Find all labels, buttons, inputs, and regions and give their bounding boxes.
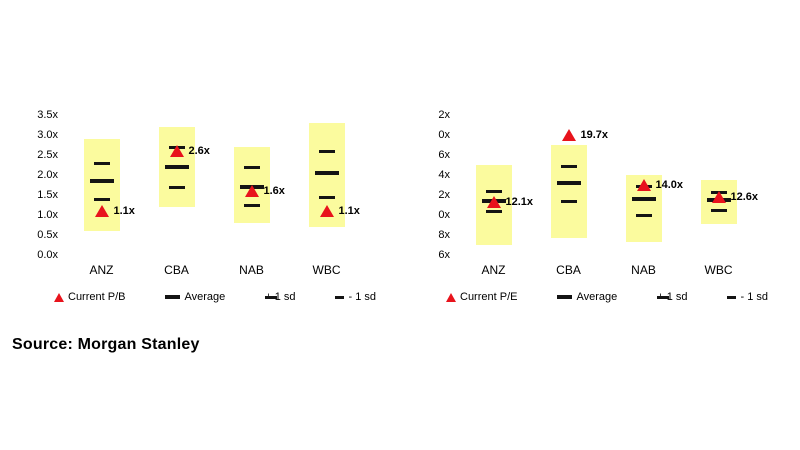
minus-1sd-dash: [243, 204, 260, 207]
legend-label: Current P/E: [460, 291, 518, 303]
average-dash: [89, 179, 114, 183]
current-marker-icon: [636, 179, 651, 191]
category-label: CBA: [556, 263, 581, 277]
category-label: ANZ: [89, 263, 114, 277]
legend-label: Average: [576, 291, 618, 303]
y-axis-tick-label: 6x: [438, 149, 450, 161]
pe-chart: 2x 0x 6x 4x 2x 0x 8x 6x 12.1x ANZ 19.7x CBA 14.0x NAB…: [416, 109, 800, 325]
y-axis-tick-label: 2x: [438, 109, 450, 121]
current-marker-icon: [561, 129, 576, 142]
pb-chart: 3.5x 3.0x 2.5x 2.0x 1.5x 1.0x 0.5x 0.0x 1.1x ANZ 2…: [24, 109, 409, 325]
short-dash-icon: [727, 295, 737, 299]
plus-1sd-dash: [485, 190, 502, 194]
category-label: WBC: [312, 263, 341, 277]
y-axis-tick-label: 6x: [438, 249, 450, 261]
legend-label: + 1 sd: [657, 291, 688, 303]
current-value-label: 1.1x: [113, 205, 135, 217]
legend: Current P/B Average + 1 sd - 1 sd: [54, 291, 376, 303]
category-label: WBC: [704, 263, 733, 277]
legend-item: Average: [557, 291, 617, 303]
legend-item: - 1 sd: [727, 291, 768, 303]
legend-item: Current P/B: [54, 291, 125, 303]
current-marker-icon: [319, 205, 334, 217]
plus-1sd-dash: [318, 150, 335, 153]
y-axis-tick-label: 1.0x: [37, 209, 58, 221]
plus-1sd-dash: [243, 166, 260, 169]
legend-item: Current P/E: [446, 291, 517, 303]
average-dash: [314, 171, 339, 175]
current-value-label: 12.1x: [505, 195, 534, 208]
legend-item: Average: [165, 291, 225, 303]
minus-1sd-dash: [318, 196, 335, 199]
average-dash: [556, 181, 581, 186]
current-marker-icon: [711, 191, 726, 204]
y-axis-tick-label: 2x: [438, 189, 450, 201]
dash-icon: [657, 295, 670, 299]
minus-1sd-dash: [93, 198, 110, 201]
category-label: NAB: [631, 263, 656, 277]
triangle-icon: [54, 292, 64, 302]
current-value-label: 19.7x: [580, 129, 609, 142]
y-axis-tick-label: 4x: [438, 169, 450, 181]
y-axis-tick-label: 3.0x: [37, 129, 58, 141]
minus-1sd-dash: [168, 186, 185, 189]
legend-item: + 1 sd: [657, 291, 688, 303]
triangle-icon: [446, 292, 456, 302]
minus-1sd-dash: [560, 199, 577, 203]
y-axis-tick-label: 2.5x: [37, 149, 58, 161]
legend-label: + 1 sd: [265, 291, 296, 303]
current-value-label: 1.1x: [338, 205, 360, 217]
legend: Current P/E Average + 1 sd - 1 sd: [446, 291, 768, 303]
current-value-label: 2.6x: [188, 145, 210, 157]
y-axis-tick-label: 0x: [438, 129, 450, 141]
category-label: CBA: [164, 263, 189, 277]
y-axis-tick-label: 8x: [438, 229, 450, 241]
current-value-label: 14.0x: [655, 179, 684, 191]
y-axis-tick-label: 3.5x: [37, 109, 58, 121]
range-band: [83, 139, 120, 231]
y-axis-tick-label: 2.0x: [37, 169, 58, 181]
legend-label: - 1 sd: [348, 291, 376, 303]
current-value-label: 12.6x: [730, 191, 759, 204]
thick-dash-icon: [557, 295, 573, 299]
y-axis-tick-label: 0.0x: [37, 249, 58, 261]
legend-label: Average: [184, 291, 226, 303]
y-axis-tick-label: 0x: [438, 209, 450, 221]
plus-1sd-dash: [93, 162, 110, 165]
plus-1sd-dash: [560, 164, 577, 168]
average-dash: [631, 197, 656, 201]
legend-label: - 1 sd: [740, 291, 768, 303]
current-marker-icon: [486, 195, 501, 208]
legend-label: Current P/B: [68, 291, 126, 303]
y-axis-tick-label: 0.5x: [37, 229, 58, 241]
minus-1sd-dash: [710, 208, 727, 212]
current-marker-icon: [94, 205, 109, 217]
category-label: ANZ: [481, 263, 506, 277]
category-label: NAB: [239, 263, 264, 277]
legend-item: + 1 sd: [265, 291, 296, 303]
legend-item: - 1 sd: [335, 291, 376, 303]
minus-1sd-dash: [635, 213, 652, 217]
current-value-label: 1.6x: [263, 185, 285, 197]
current-marker-icon: [244, 185, 259, 197]
dash-icon: [265, 295, 278, 299]
minus-1sd-dash: [485, 210, 502, 214]
y-axis-tick-label: 1.5x: [37, 189, 58, 201]
source-caption: Source: Morgan Stanley: [12, 336, 200, 353]
average-dash: [164, 165, 189, 169]
thick-dash-icon: [165, 295, 181, 299]
range-band: [550, 144, 587, 238]
short-dash-icon: [335, 295, 345, 299]
current-marker-icon: [169, 145, 184, 157]
